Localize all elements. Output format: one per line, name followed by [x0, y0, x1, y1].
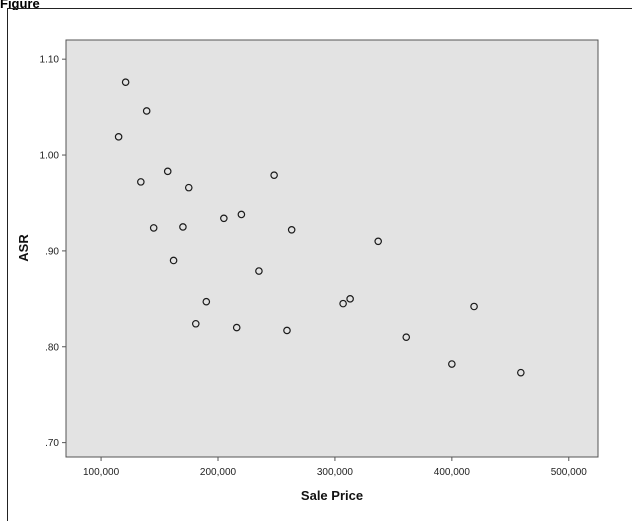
data-point — [202, 297, 211, 306]
y-tick-label: 1.10 — [40, 55, 60, 66]
data-point — [374, 237, 382, 246]
data-point — [339, 299, 347, 308]
data-point — [149, 224, 158, 232]
data-point — [137, 178, 145, 186]
y-tick-label: 1.00 — [40, 151, 60, 162]
x-axis-title: Sale Price — [301, 488, 363, 503]
data-point — [114, 133, 123, 141]
x-tick-label: 500,000 — [551, 467, 588, 478]
data-point — [517, 368, 525, 377]
y-tick-label: .90 — [45, 246, 59, 257]
x-tick-label: 400,000 — [434, 467, 471, 478]
x-tick-label: 300,000 — [317, 467, 354, 478]
data-point — [255, 267, 263, 275]
data-point — [346, 295, 354, 303]
data-point — [283, 326, 291, 335]
data-point — [232, 323, 241, 332]
x-tick-label: 200,000 — [200, 467, 237, 478]
data-point — [184, 183, 193, 192]
data-point — [163, 167, 172, 176]
data-point — [220, 214, 228, 223]
data-point — [237, 210, 246, 219]
figure-frame — [7, 8, 632, 521]
figure-label: Figure — [0, 0, 40, 10]
x-tick-label: 100,000 — [83, 467, 120, 478]
data-point — [121, 78, 130, 86]
y-tick-label: .70 — [45, 438, 59, 449]
data-point — [270, 171, 278, 179]
data-point — [169, 256, 178, 265]
plot-area — [65, 39, 599, 458]
data-point — [179, 223, 187, 231]
y-tick-label: .80 — [45, 342, 59, 353]
data-point — [470, 302, 478, 311]
y-axis-title: ASR — [16, 234, 31, 262]
data-point — [402, 333, 411, 341]
data-point — [191, 319, 200, 328]
data-point — [448, 360, 456, 368]
data-point — [142, 107, 151, 115]
data-point — [287, 226, 296, 234]
